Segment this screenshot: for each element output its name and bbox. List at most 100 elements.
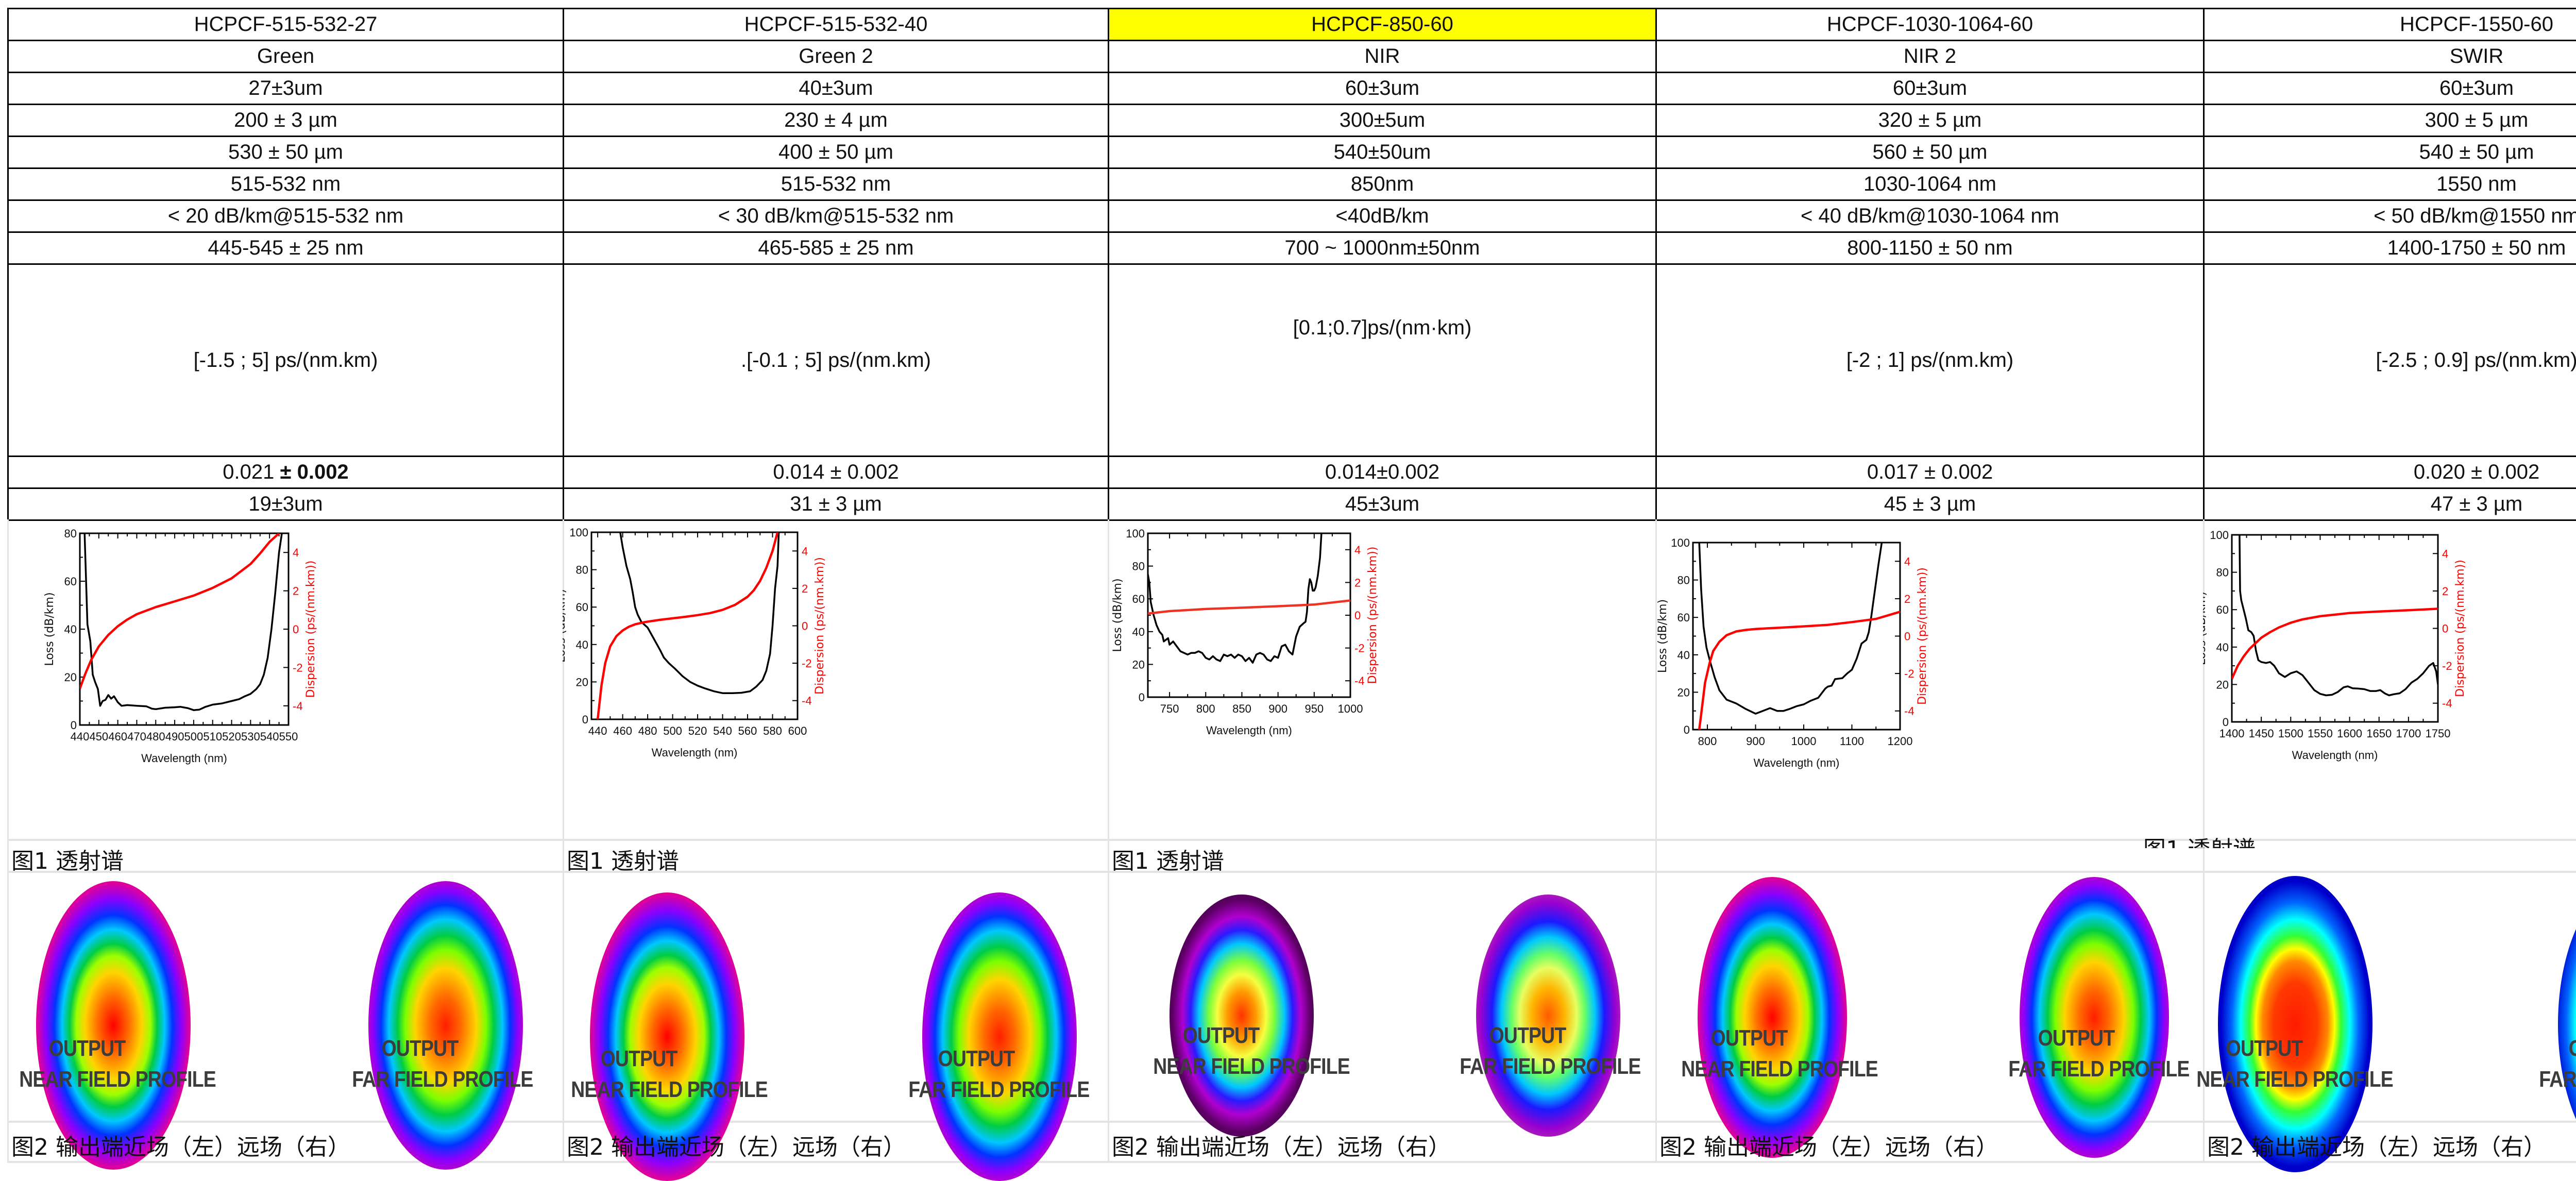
cell-attenuation: < 40 dB/km@1030-1064 nm xyxy=(1656,200,2204,232)
cell-numerical-aperture: 0.020 ± 0.002 xyxy=(2204,457,2576,488)
cell-cladding-diameter: 200 ± 3 µm xyxy=(8,105,564,137)
far-output-label: OUTPUT xyxy=(1460,1023,1596,1049)
dispersion-curve xyxy=(1148,600,1350,613)
x-tick-label: 750 xyxy=(1160,702,1179,715)
cell-attenuation: < 20 dB/km@515-532 nm xyxy=(8,200,564,232)
y2-tick-label: -2 xyxy=(2442,660,2452,672)
y2-tick-label: 0 xyxy=(293,623,299,636)
y2-axis-label: Dispersion (ps/(nm.km)) xyxy=(814,557,826,695)
far-field-profile-label: FAR FIELD PROFILE xyxy=(2539,1067,2576,1092)
cell-mode-field-diameter: 47 ± 3 µm xyxy=(2204,488,2576,520)
y2-tick-label: 0 xyxy=(802,620,808,633)
x-tick-label: 900 xyxy=(1746,735,1765,748)
y-tick-label: 40 xyxy=(1677,649,1690,662)
cell-coating-diameter: 540 ± 50 µm xyxy=(2204,137,2576,168)
cell-core-diameter: 40±3um xyxy=(564,73,1109,105)
figure1-caption: 图1 透射谱 xyxy=(1112,842,1224,875)
y-tick-label: 40 xyxy=(2216,641,2229,654)
y2-tick-label: -2 xyxy=(293,661,303,674)
y-tick-label: 80 xyxy=(64,527,77,540)
cell-mode-field-diameter: 45 ± 3 µm xyxy=(1656,488,2204,520)
y-tick-label: 80 xyxy=(576,564,588,577)
x-tick-label: 440 xyxy=(71,730,90,743)
x-tick-label: 1600 xyxy=(2337,727,2362,740)
y2-tick-label: 2 xyxy=(293,585,299,598)
far-field-beam-image xyxy=(368,881,523,1170)
x-tick-label: 850 xyxy=(1232,702,1251,715)
cell-transmission-window: 1400-1750 ± 50 nm xyxy=(2204,232,2576,264)
near-field-profile-label: NEAR FIELD PROFILE xyxy=(19,1067,155,1092)
y2-tick-label: -2 xyxy=(1904,667,1914,680)
cell-core-diameter: 60±3um xyxy=(2204,73,2576,105)
y-axis-label: Loss (dB/km) xyxy=(563,589,568,663)
cell-design-wavelength: 515-532 nm xyxy=(564,168,1109,200)
loss-curve xyxy=(620,532,779,693)
x-tick-label: 1100 xyxy=(1840,735,1864,748)
x-tick-label: 460 xyxy=(613,724,632,737)
y-tick-label: 60 xyxy=(576,601,588,614)
near-field-beam-image xyxy=(36,881,191,1170)
x-tick-label: 500 xyxy=(184,730,204,743)
x-tick-label: 520 xyxy=(688,724,707,737)
cell-core-diameter: 60±3um xyxy=(1109,73,1656,105)
figure1-caption-clipped: 图1 透射谱 xyxy=(2143,831,2256,848)
near-output-label: OUTPUT xyxy=(1153,1023,1289,1049)
cell-cladding-diameter: 300±5um xyxy=(1109,105,1656,137)
x-tick-label: 1650 xyxy=(2366,727,2392,740)
figure1-caption: 图1 透射谱 xyxy=(11,842,124,875)
y-tick-label: 100 xyxy=(1126,527,1145,540)
x-tick-label: 510 xyxy=(203,730,222,743)
y-tick-label: 20 xyxy=(2216,678,2229,691)
cell-coating-diameter: 530 ± 50 µm xyxy=(8,137,564,168)
x-tick-label: 800 xyxy=(1196,702,1215,715)
x-tick-label: 900 xyxy=(1268,702,1287,715)
x-tick-label: 1700 xyxy=(2396,727,2421,740)
y2-tick-label: 4 xyxy=(2442,547,2448,560)
near-field-beam-image xyxy=(2218,876,2372,1172)
y-tick-label: 60 xyxy=(2216,603,2229,616)
table-row-attenuation: < 20 dB/km@515-532 nm< 30 dB/km@515-532 … xyxy=(8,200,2576,232)
y-tick-label: 20 xyxy=(1677,686,1690,699)
near-output-label: OUTPUT xyxy=(1681,1025,1817,1051)
cell-transmission-window: 445-545 ± 25 nm xyxy=(8,232,564,264)
figure2-caption: 图2 输出端近场（左）远场（右） xyxy=(11,1128,350,1161)
y-tick-label: 80 xyxy=(1132,560,1145,573)
y-tick-label: 20 xyxy=(1132,658,1145,671)
y-axis-label: Loss (dB/km) xyxy=(1111,578,1124,652)
figure2-caption: 图2 输出端近场（左）远场（右） xyxy=(567,1128,906,1161)
y-tick-label: 40 xyxy=(64,623,77,636)
y-tick-label: 0 xyxy=(71,719,77,732)
y-tick-label: 80 xyxy=(2216,566,2229,579)
near-output-label: OUTPUT xyxy=(571,1046,707,1072)
y-tick-label: 0 xyxy=(2223,716,2229,729)
x-axis-label: Wavelength (nm) xyxy=(652,746,738,759)
cell-fiber-model: HCPCF-850-60 xyxy=(1109,9,1656,41)
far-field-profile-label: FAR FIELD PROFILE xyxy=(352,1067,488,1092)
x-tick-label: 560 xyxy=(738,724,757,737)
y-tick-label: 60 xyxy=(1132,593,1145,605)
y2-tick-label: 2 xyxy=(2442,585,2448,598)
far-field-profile-label: FAR FIELD PROFILE xyxy=(2008,1056,2144,1082)
x-tick-label: 1500 xyxy=(2278,727,2303,740)
x-tick-label: 470 xyxy=(127,730,146,743)
cell-dispersion-range: .[-0.1 ; 5] ps/(nm.km) xyxy=(564,264,1109,457)
cell-mode-field-diameter: 19±3um xyxy=(8,488,564,520)
y2-axis-label: Dispersion (ps/(nm.km)) xyxy=(1916,567,1929,705)
figure1-caption: 图1 透射谱 xyxy=(567,842,679,875)
cell-design-wavelength: 850nm xyxy=(1109,168,1656,200)
figure2-caption: 图2 输出端近场（左）远场（右） xyxy=(2207,1128,2546,1161)
x-tick-label: 530 xyxy=(241,730,260,743)
loss-curve xyxy=(84,533,282,710)
na-tolerance: ± 0.002 xyxy=(280,461,349,483)
na-value: 0.021 xyxy=(223,461,280,483)
y2-tick-label: -2 xyxy=(802,657,812,670)
near-field-profile-label: NEAR FIELD PROFILE xyxy=(571,1077,707,1103)
cell-dispersion-range: [-1.5 ; 5] ps/(nm.km) xyxy=(8,264,564,457)
cell-transmission-window: 800-1150 ± 50 nm xyxy=(1656,232,2204,264)
